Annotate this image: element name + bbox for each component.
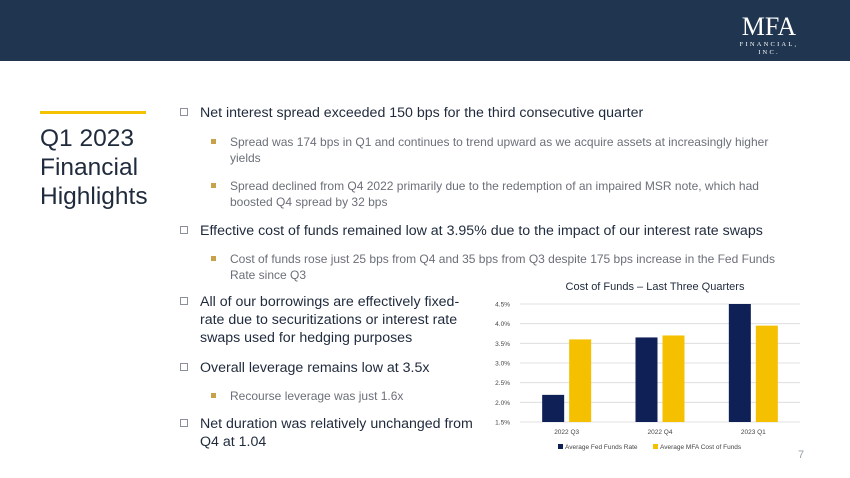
y-tick-label: 4.0% — [495, 321, 510, 328]
y-tick-label: 3.5% — [495, 341, 510, 348]
y-tick-label: 2.0% — [495, 400, 510, 407]
title-line-2: Financial — [40, 154, 139, 181]
bullet-text: Net duration was relatively unchanged fr… — [200, 416, 473, 450]
sub-bullet-text: Cost of funds rose just 25 bps from Q4 a… — [230, 252, 775, 282]
square-bullet-icon — [211, 256, 216, 261]
checkbox-bullet-icon — [180, 108, 188, 116]
y-tick-label: 4.5% — [495, 302, 510, 309]
sub-bullet-text: Recourse leverage was just 1.6x — [230, 389, 404, 403]
bullet-text: All of our borrowings are effectively fi… — [200, 294, 460, 346]
bar-mfa-cost — [569, 339, 592, 422]
bullet-text: Effective cost of funds remained low at … — [200, 223, 763, 239]
x-tick-label: 2022 Q4 — [648, 429, 673, 436]
header-bar: MFA FINANCIAL, INC. — [0, 0, 850, 61]
y-tick-label: 3.0% — [495, 361, 510, 368]
chart-svg: Cost of Funds – Last Three Quarters 1.5% 2… — [495, 281, 800, 451]
lower-highlights-list: All of our borrowings are effectively fi… — [178, 293, 478, 451]
legend-swatch — [653, 444, 658, 449]
y-tick-label: 2.5% — [495, 380, 510, 387]
logo-wordmark: MFA — [741, 12, 797, 41]
page-number: 7 — [798, 449, 805, 461]
checkbox-bullet-icon — [180, 419, 188, 427]
x-tick-label: 2023 Q1 — [741, 429, 766, 436]
page-title: Q1 2023 Financial Highlights — [40, 124, 170, 211]
bullet-text: Net interest spread exceeded 150 bps for… — [200, 105, 644, 121]
chart-title: Cost of Funds – Last Three Quarters — [566, 281, 745, 293]
square-bullet-icon — [211, 139, 216, 144]
checkbox-bullet-icon — [180, 226, 188, 234]
legend-label: Average MFA Cost of Funds — [660, 444, 742, 451]
bullet-spread: Net interest spread exceeded 150 bps for… — [178, 104, 778, 122]
sub-bullet-text: Spread declined from Q4 2022 primarily d… — [230, 179, 759, 209]
cost-of-funds-chart: Cost of Funds – Last Three Quarters 1.5% 2… — [480, 277, 810, 462]
square-bullet-icon — [211, 393, 216, 398]
bullet-leverage: Overall leverage remains low at 3.5x — [178, 359, 478, 377]
bar-fed-funds — [542, 394, 565, 422]
bar-mfa-cost — [662, 335, 685, 422]
logo-subtitle: FINANCIAL, INC. — [739, 41, 799, 56]
bullet-duration: Net duration was relatively unchanged fr… — [178, 415, 478, 451]
sub-bullet: Spread was 174 bps in Q1 and continues t… — [178, 134, 778, 166]
title-line-3: Highlights — [40, 183, 148, 210]
bullet-cost-of-funds: Effective cost of funds remained low at … — [178, 222, 778, 240]
legend-label: Average Fed Funds Rate — [565, 444, 638, 451]
bar-mfa-cost — [755, 325, 778, 422]
sub-bullet: Cost of funds rose just 25 bps from Q4 a… — [178, 251, 778, 283]
title-accent-rule — [40, 111, 146, 114]
y-tick-label: 1.5% — [495, 420, 510, 427]
highlights-list: Net interest spread exceeded 150 bps for… — [178, 104, 778, 283]
checkbox-bullet-icon — [180, 363, 188, 371]
legend-swatch — [558, 444, 563, 449]
square-bullet-icon — [211, 183, 216, 188]
bullet-text: Overall leverage remains low at 3.5x — [200, 360, 430, 376]
bar-fed-funds — [728, 304, 751, 422]
sub-bullet-text: Spread was 174 bps in Q1 and continues t… — [230, 135, 769, 165]
bullet-borrowings: All of our borrowings are effectively fi… — [178, 293, 478, 347]
sub-bullet: Spread declined from Q4 2022 primarily d… — [178, 178, 778, 210]
x-tick-label: 2022 Q3 — [554, 429, 579, 436]
mfa-logo: MFA FINANCIAL, INC. — [730, 14, 808, 57]
title-line-1: Q1 2023 — [40, 125, 134, 152]
bar-fed-funds — [635, 337, 658, 422]
sub-bullet: Recourse leverage was just 1.6x — [178, 388, 478, 404]
checkbox-bullet-icon — [180, 297, 188, 305]
